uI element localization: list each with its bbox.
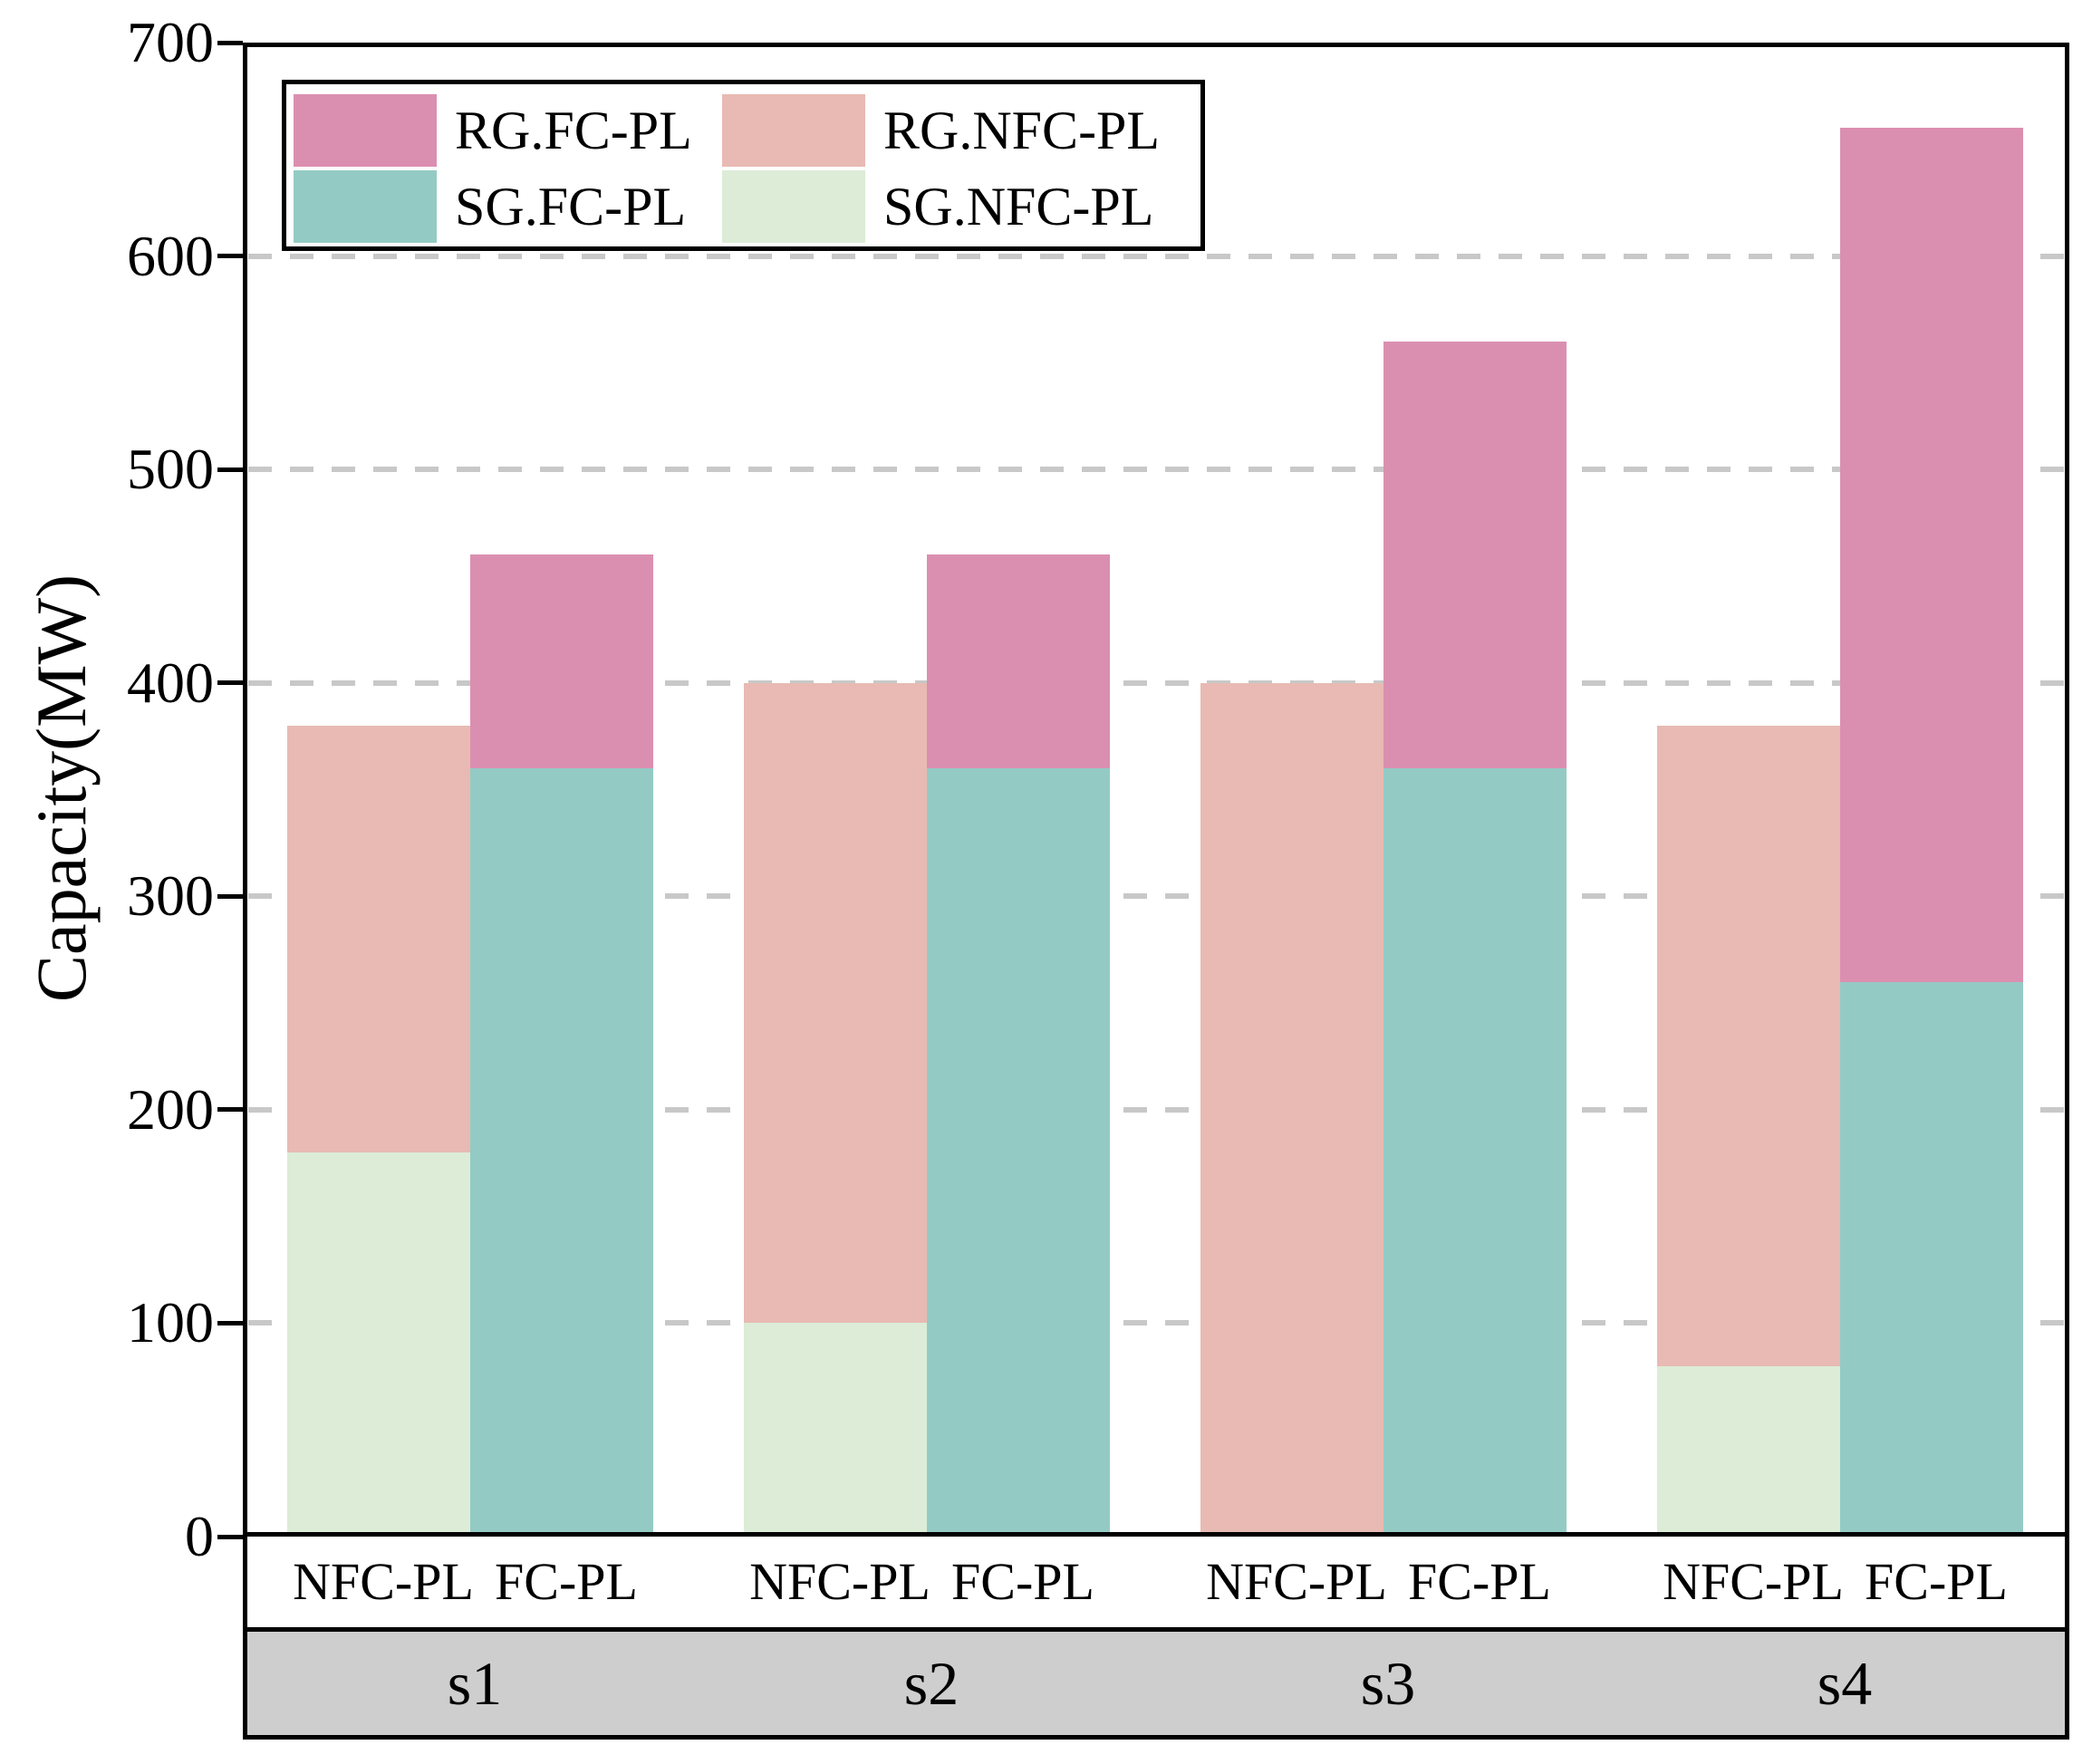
y-tick-300 bbox=[217, 893, 243, 899]
y-tick-0 bbox=[217, 1534, 243, 1539]
y-tick-label-700: 700 bbox=[127, 10, 214, 74]
legend-label-SG.FC-PL: SG.FC-PL bbox=[455, 177, 687, 236]
x-tick-label-s4-NFC-PL: NFC-PL bbox=[1663, 1552, 1844, 1611]
bar-segment-RG.FC-PL bbox=[1383, 341, 1567, 768]
gridline-500 bbox=[248, 467, 2064, 473]
legend-label-RG.NFC-PL: RG.NFC-PL bbox=[883, 101, 1161, 160]
legend: RG.FC-PL RG.NFC-PL SG.FC-PL SG.NFC-PL bbox=[282, 80, 1205, 251]
bar-segment-SG.NFC-PL bbox=[744, 1323, 927, 1537]
scenario-group-band: s1 s2 s3 s4 bbox=[243, 1627, 2069, 1740]
x-tick-label-s3-FC-PL: FC-PL bbox=[1408, 1552, 1551, 1611]
bar-segment-RG.FC-PL bbox=[927, 554, 1110, 768]
bar-s3-NFC-PL bbox=[1200, 682, 1383, 1537]
gridline-200 bbox=[248, 1106, 2064, 1113]
gridline-400 bbox=[248, 680, 2064, 686]
y-tick-label-200: 200 bbox=[127, 1076, 214, 1142]
bar-segment-RG.NFC-PL bbox=[287, 725, 470, 1152]
bar-s3-FC-PL bbox=[1383, 341, 1567, 1537]
bar-s2-NFC-PL bbox=[744, 682, 927, 1537]
bar-segment-RG.FC-PL bbox=[1840, 128, 2023, 982]
y-tick-label-400: 400 bbox=[127, 650, 214, 715]
bar-s2-FC-PL bbox=[927, 554, 1110, 1537]
x-tick-label-s1-FC-PL: FC-PL bbox=[495, 1552, 638, 1611]
bar-segment-RG.NFC-PL bbox=[1200, 682, 1383, 1537]
legend-swatch-SG.FC-PL bbox=[294, 170, 437, 243]
bar-segment-RG.NFC-PL bbox=[1657, 725, 1840, 1366]
x-tick-label-strip: NFC-PL FC-PL NFC-PL FC-PL NFC-PL FC-PL NFC-PL F… bbox=[243, 1537, 2069, 1627]
gridline-100 bbox=[248, 1320, 2064, 1326]
legend-label-SG.NFC-PL: SG.NFC-PL bbox=[883, 177, 1154, 236]
group-label-s4: s4 bbox=[1817, 1649, 1873, 1718]
group-label-s1: s1 bbox=[447, 1649, 503, 1718]
y-tick-label-100: 100 bbox=[127, 1290, 214, 1355]
group-label-s2: s2 bbox=[903, 1649, 959, 1718]
x-tick-label-s1-NFC-PL: NFC-PL bbox=[293, 1552, 474, 1611]
gridline-600 bbox=[248, 253, 2064, 259]
bar-segment-RG.FC-PL bbox=[470, 554, 653, 768]
x-tick-label-s3-NFC-PL: NFC-PL bbox=[1206, 1552, 1387, 1611]
bar-segment-SG.NFC-PL bbox=[1657, 1365, 1840, 1537]
legend-label-RG.FC-PL: RG.FC-PL bbox=[455, 101, 692, 160]
x-tick-label-s2-NFC-PL: NFC-PL bbox=[749, 1552, 930, 1611]
bar-segment-SG.FC-PL bbox=[1383, 767, 1567, 1537]
bar-segment-SG.NFC-PL bbox=[287, 1152, 470, 1537]
bar-segment-SG.FC-PL bbox=[1840, 981, 2023, 1537]
y-tick-label-500: 500 bbox=[127, 437, 214, 502]
group-label-s3: s3 bbox=[1360, 1649, 1416, 1718]
gridline-300 bbox=[248, 893, 2064, 900]
bar-s1-FC-PL bbox=[470, 554, 653, 1537]
y-tick-label-600: 600 bbox=[127, 223, 214, 288]
legend-swatch-RG.FC-PL bbox=[294, 94, 437, 167]
x-tick-label-s2-FC-PL: FC-PL bbox=[951, 1552, 1094, 1611]
y-tick-label-300: 300 bbox=[127, 863, 214, 929]
legend-swatch-RG.NFC-PL bbox=[722, 94, 865, 167]
y-tick-500 bbox=[217, 467, 243, 472]
y-tick-600 bbox=[217, 254, 243, 259]
bar-s1-NFC-PL bbox=[287, 725, 470, 1537]
bar-segment-RG.NFC-PL bbox=[744, 682, 927, 1324]
y-tick-700 bbox=[217, 40, 243, 45]
legend-swatch-SG.NFC-PL bbox=[722, 170, 865, 243]
y-tick-200 bbox=[217, 1107, 243, 1113]
bar-segment-SG.FC-PL bbox=[470, 767, 653, 1537]
y-tick-100 bbox=[217, 1320, 243, 1325]
y-axis-title: Capacity(MW) bbox=[22, 574, 101, 1003]
y-tick-400 bbox=[217, 680, 243, 686]
plot-area bbox=[243, 43, 2069, 1537]
bar-segment-SG.FC-PL bbox=[927, 767, 1110, 1537]
bar-s4-FC-PL bbox=[1840, 128, 2023, 1537]
y-tick-label-0: 0 bbox=[185, 1504, 214, 1568]
bar-s4-NFC-PL bbox=[1657, 725, 1840, 1537]
x-tick-label-s4-FC-PL: FC-PL bbox=[1865, 1552, 2008, 1611]
